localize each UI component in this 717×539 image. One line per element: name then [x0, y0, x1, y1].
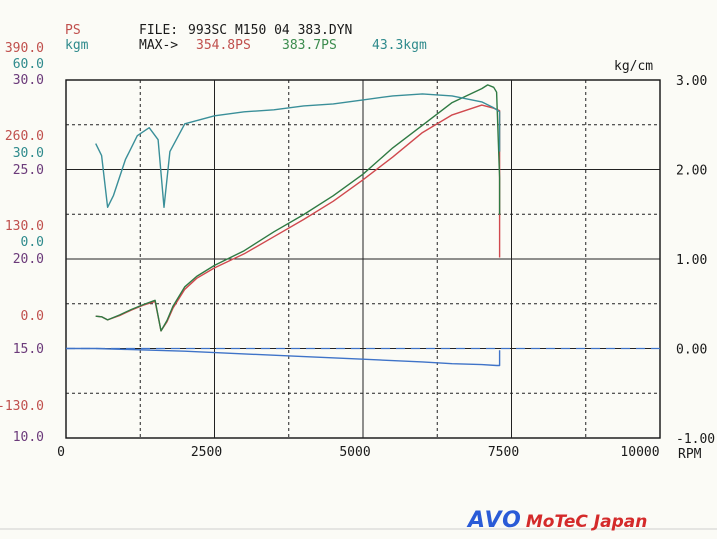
left-axis-tick-label: 0.0	[21, 309, 44, 324]
x-axis-labels: 0 2500 5000 7500 10000	[57, 445, 659, 460]
grid	[66, 80, 660, 438]
left-axis-tick-label: 10.0	[13, 430, 44, 445]
file-name: 993SC M150 04 383.DYN	[188, 23, 353, 38]
file-label: FILE:	[139, 23, 179, 38]
left-axis-tick-label: 30.0	[13, 73, 44, 88]
max-kgm-value: 43.3kgm	[372, 38, 427, 53]
logo-sub: MoTeC Japan	[525, 512, 648, 532]
logo-brand: AVO	[468, 508, 522, 533]
left-axis-tick-label: 390.0	[5, 41, 44, 56]
x-axis-tick-label: 10000	[620, 445, 659, 460]
left-axis-tick-label: 15.0	[13, 342, 44, 357]
series-line-3	[66, 347, 501, 367]
right-axis-tick-label: 0.00	[676, 343, 707, 358]
series-line-1	[95, 84, 501, 332]
left-axis-tick-label: 260.0	[5, 129, 44, 144]
left-axis-tick-label: -130.0	[0, 399, 44, 414]
right-axis-tick-label: 3.00	[676, 74, 707, 89]
left-axis-tick-label: 130.0	[5, 219, 44, 234]
x-axis-tick-label: 0	[57, 445, 65, 460]
left-axis-tick-label: 0.0	[21, 235, 44, 250]
right-axis-labels: 3.00 2.00 1.00 0.00 -1.00	[676, 74, 715, 447]
max-ps2-value: 383.7PS	[282, 38, 337, 53]
left-axis-tick-label: 30.0	[13, 146, 44, 161]
series-line-2	[95, 93, 501, 209]
right-axis-tick-label: 1.00	[676, 253, 707, 268]
left-axis-labels: 390.060.030.0260.030.025.0130.00.020.00.…	[0, 41, 44, 445]
kgm-unit-label: kgm	[65, 38, 89, 53]
x-axis-tick-label: 2500	[191, 445, 222, 460]
series-layer	[66, 84, 501, 367]
x-axis-title: RPM	[678, 447, 702, 462]
ps-unit-label: PS	[65, 23, 81, 38]
right-axis-tick-label: -1.00	[676, 432, 715, 447]
left-axis-tick-label: 25.0	[13, 163, 44, 178]
avo-motec-logo: AVO MoTeC Japan	[468, 508, 647, 533]
left-axis-tick-label: 20.0	[13, 252, 44, 267]
left-axis-tick-label: 60.0	[13, 57, 44, 72]
max-ps-value: 354.8PS	[196, 38, 251, 53]
x-axis-tick-label: 7500	[488, 445, 519, 460]
right-axis-title: kg/cm	[614, 59, 653, 74]
x-axis-tick-label: 5000	[339, 445, 370, 460]
max-label: MAX->	[139, 38, 179, 53]
right-axis-tick-label: 2.00	[676, 164, 707, 179]
